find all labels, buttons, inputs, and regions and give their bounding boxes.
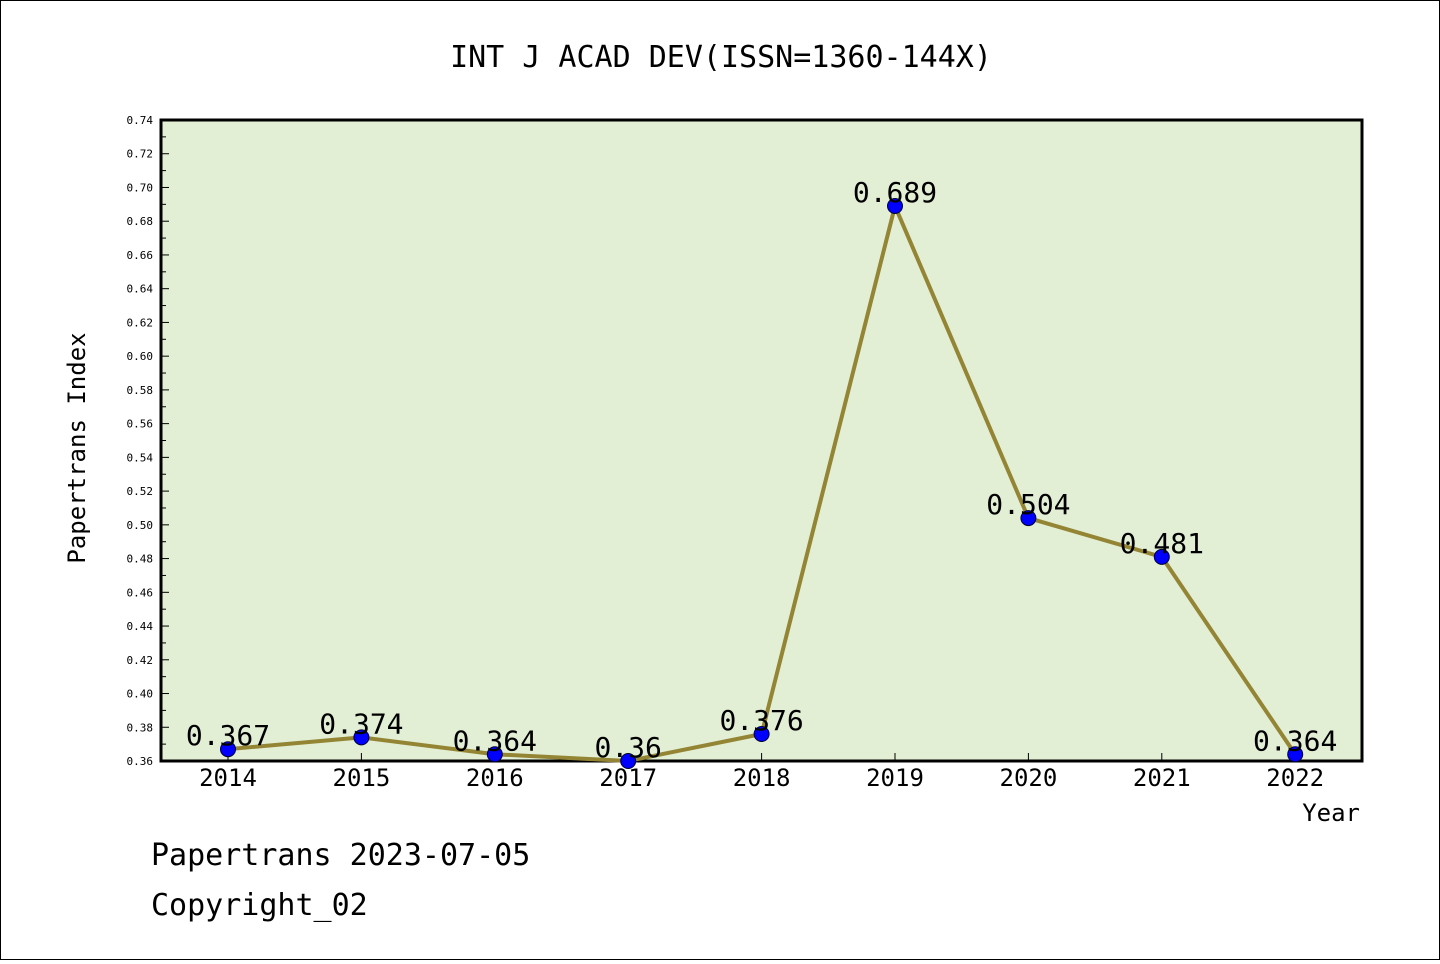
- x-tick-label: 2021: [1133, 764, 1191, 792]
- y-axis: 0.36 0.38 0.40 0.42 0.44 0.46 0.48 0.50 0.52 0.54…: [127, 114, 169, 768]
- y-tick-label: 0.60: [127, 350, 154, 363]
- data-label-2016: 0.364: [453, 724, 537, 757]
- data-point-2014: [220, 741, 236, 758]
- data-point-2019: [887, 198, 903, 215]
- x-axis: 2014 2015 2016 2017 2018 2019 2020 2021 2022: [199, 753, 1324, 792]
- y-tick-label: 0.52: [127, 485, 154, 498]
- x-tick-label: 2015: [333, 764, 391, 792]
- y-tick-label: 0.64: [127, 283, 154, 296]
- x-axis-title: Year: [1302, 799, 1360, 827]
- y-tick-label: 0.68: [127, 215, 154, 228]
- data-label-2020: 0.504: [986, 488, 1070, 521]
- data-point-2017: [620, 753, 637, 769]
- x-tick-label: 2019: [866, 764, 924, 792]
- data-point-2022: [1287, 746, 1304, 763]
- data-point-2016: [486, 746, 503, 763]
- x-tick-label: 2016: [466, 764, 524, 792]
- data-point-2021: [1153, 548, 1170, 565]
- y-tick-label: 0.38: [127, 721, 154, 734]
- x-tick-label: 2014: [199, 764, 257, 792]
- y-tick-label: 0.44: [127, 620, 154, 633]
- data-label-2014: 0.367: [186, 719, 270, 752]
- y-tick-label: 0.70: [127, 181, 154, 194]
- footer-date: Papertrans 2023-07-05: [151, 838, 530, 873]
- y-tick-label: 0.50: [127, 519, 154, 532]
- y-tick-label: 0.46: [127, 586, 154, 599]
- data-point-2020: [1020, 510, 1037, 527]
- data-label-2021: 0.481: [1120, 527, 1204, 560]
- y-tick-label: 0.40: [127, 688, 154, 701]
- y-tick-label: 0.56: [127, 418, 154, 431]
- y-tick-label: 0.36: [127, 755, 154, 768]
- data-point-2015: [353, 729, 370, 746]
- chart-title: INT J ACAD DEV(ISSN=1360-144X): [450, 40, 992, 75]
- data-label-2019: 0.689: [853, 176, 937, 209]
- x-tick-label: 2022: [1266, 764, 1324, 792]
- y-tick-label: 0.72: [127, 148, 154, 161]
- data-label-2018: 0.376: [719, 704, 803, 737]
- y-tick-label: 0.58: [127, 384, 154, 397]
- x-tick-label: 2020: [1000, 764, 1058, 792]
- y-tick-label: 0.48: [127, 553, 154, 566]
- data-label-2017: 0.36: [594, 731, 661, 764]
- series-layer: 0.367 0.374 0.364 0.36 0.376 0.689 0.504 0.481 0…: [186, 176, 1337, 769]
- y-tick-label: 0.54: [127, 451, 154, 464]
- y-axis-title: Papertrans Index: [63, 332, 91, 563]
- data-label-2022: 0.364: [1253, 724, 1337, 757]
- data-point-2018: [753, 726, 770, 743]
- x-tick-label: 2018: [733, 764, 791, 792]
- y-tick-label: 0.74: [127, 114, 154, 127]
- plot-area: [159, 118, 1364, 763]
- y-tick-label: 0.62: [127, 316, 154, 329]
- footer-copyright: Copyright_02: [151, 888, 368, 923]
- y-tick-label: 0.42: [127, 654, 154, 667]
- y-tick-label: 0.66: [127, 249, 154, 262]
- data-label-2015: 0.374: [319, 707, 403, 740]
